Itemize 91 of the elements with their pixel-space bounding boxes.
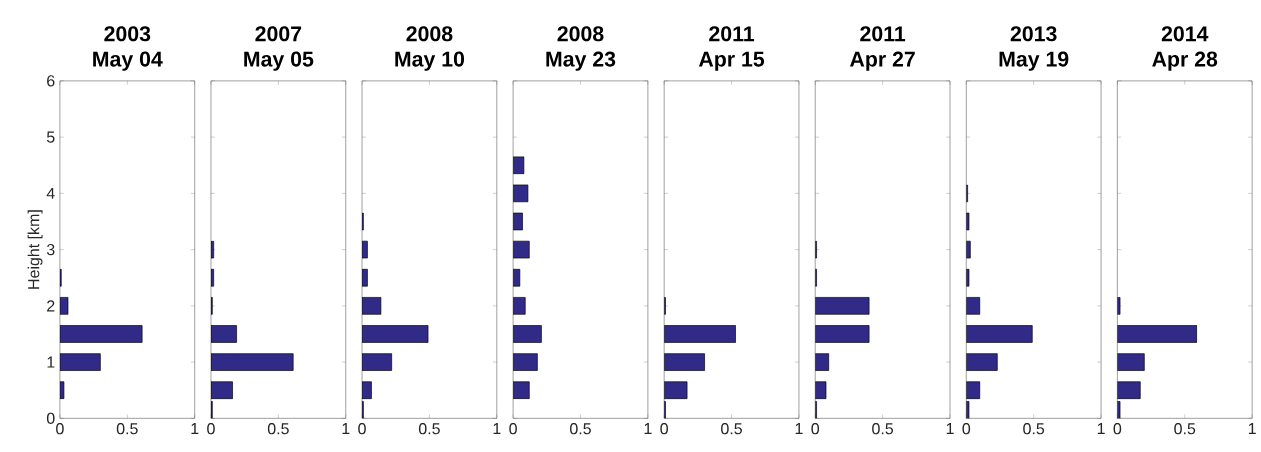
bar bbox=[513, 156, 525, 174]
bar bbox=[1117, 325, 1198, 343]
chart-subtitle: May 04 bbox=[93, 51, 163, 71]
y-tick-label: 5 bbox=[46, 131, 55, 143]
x-tick-label: 0.5 bbox=[570, 422, 591, 435]
x-tick-label: 0 bbox=[811, 422, 820, 435]
bar bbox=[210, 381, 233, 399]
bar bbox=[664, 381, 688, 399]
x-tick-label: 0.5 bbox=[418, 422, 440, 435]
chart-title: 2003 bbox=[104, 26, 151, 42]
bar bbox=[362, 353, 393, 371]
bar bbox=[815, 381, 827, 399]
chart-title: 2011 bbox=[860, 26, 906, 42]
bar bbox=[210, 325, 237, 343]
bar bbox=[362, 325, 429, 343]
x-tick-label: 0 bbox=[1113, 422, 1122, 435]
y-tick-label: 1 bbox=[47, 356, 55, 368]
chart-subtitle: Apr 27 bbox=[850, 51, 915, 71]
x-tick-label: 0 bbox=[660, 422, 668, 435]
x-tick-label: 0.5 bbox=[1174, 422, 1196, 435]
bar bbox=[815, 353, 830, 371]
bar bbox=[210, 353, 294, 371]
bar bbox=[513, 353, 538, 371]
bar bbox=[59, 296, 69, 315]
y-tick-label: 2 bbox=[47, 300, 55, 312]
bar bbox=[59, 325, 143, 343]
bar bbox=[664, 353, 705, 371]
chart-title: 2011 bbox=[709, 26, 755, 42]
y-axis-title: Height [km] bbox=[27, 210, 43, 289]
x-tick-label: 1 bbox=[493, 422, 501, 434]
chart-title: 2008 bbox=[406, 26, 453, 42]
x-tick-label: 0.5 bbox=[1023, 422, 1045, 435]
chart-subtitle: May 10 bbox=[395, 51, 465, 71]
x-tick-label: 0 bbox=[56, 422, 64, 435]
bar bbox=[1117, 296, 1121, 315]
bar bbox=[966, 353, 998, 371]
bar bbox=[362, 296, 382, 315]
bar bbox=[966, 240, 971, 259]
x-tick-label: 1 bbox=[191, 422, 199, 434]
x-tick-label: 1 bbox=[1097, 422, 1105, 434]
x-tick-label: 0.5 bbox=[721, 422, 742, 435]
bar bbox=[513, 212, 523, 231]
chart-subtitle: May 05 bbox=[244, 51, 314, 71]
y-tick-label: 0 bbox=[46, 412, 55, 424]
bar bbox=[1117, 353, 1145, 371]
bar bbox=[362, 268, 368, 287]
chart-title: 2014 bbox=[1161, 26, 1209, 42]
y-tick-label: 6 bbox=[47, 75, 55, 87]
x-tick-label: 1 bbox=[342, 422, 350, 434]
x-tick-label: 1 bbox=[1248, 422, 1256, 434]
x-tick-label: 1 bbox=[644, 422, 652, 434]
y-tick-label: 4 bbox=[46, 187, 55, 199]
bar bbox=[664, 325, 736, 343]
bar bbox=[362, 381, 372, 399]
bar bbox=[210, 268, 215, 287]
bar bbox=[815, 325, 870, 343]
x-tick-label: 0.5 bbox=[872, 422, 894, 435]
chart-subtitle: Apr 15 bbox=[698, 51, 765, 71]
bar bbox=[59, 381, 65, 399]
chart-title: 2007 bbox=[255, 26, 302, 42]
x-tick-label: 0.5 bbox=[116, 422, 138, 435]
bar bbox=[59, 353, 101, 371]
bar bbox=[1117, 400, 1121, 419]
bar bbox=[966, 268, 970, 287]
bar bbox=[966, 381, 981, 399]
bar bbox=[1117, 381, 1141, 399]
x-tick-label: 0 bbox=[207, 422, 215, 435]
bar bbox=[815, 296, 870, 315]
bar bbox=[966, 400, 970, 419]
x-tick-label: 0.5 bbox=[267, 422, 289, 435]
bar bbox=[966, 325, 1033, 343]
x-tick-label: 1 bbox=[795, 422, 803, 434]
chart-subtitle: May 19 bbox=[999, 51, 1069, 71]
x-tick-label: 0 bbox=[358, 422, 366, 435]
y-tick-label: 3 bbox=[46, 243, 55, 256]
bar bbox=[513, 325, 542, 343]
bar bbox=[513, 184, 529, 202]
bar bbox=[362, 240, 368, 259]
bar bbox=[966, 296, 981, 315]
x-tick-label: 0 bbox=[509, 422, 517, 435]
chart-subtitle: May 23 bbox=[546, 51, 616, 71]
bar bbox=[966, 212, 970, 231]
bar bbox=[513, 296, 526, 315]
x-tick-label: 1 bbox=[946, 422, 954, 434]
bar bbox=[513, 240, 530, 259]
bar bbox=[513, 381, 530, 399]
chart-title: 2008 bbox=[557, 26, 604, 42]
bar bbox=[210, 240, 215, 259]
x-tick-label: 0 bbox=[962, 422, 971, 435]
chart-title: 2013 bbox=[1010, 26, 1057, 42]
chart-subtitle: Apr 28 bbox=[1152, 51, 1218, 71]
